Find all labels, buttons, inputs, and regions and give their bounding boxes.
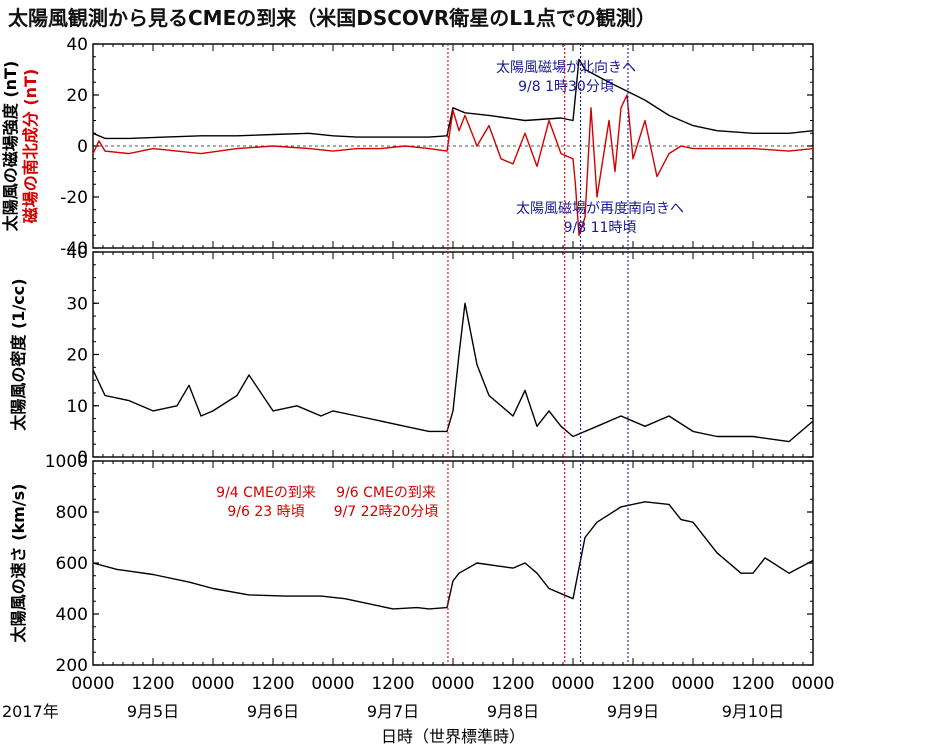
y-axis-label-red: 磁場の南北成分 (nT) [21,69,40,224]
y-tick-label: 200 [56,656,88,676]
series-line-0-1 [92,94,814,237]
y-tick-label: 20 [66,86,88,106]
annotation: 9/4 CMEの到来 [216,485,316,501]
y-tick-label: 800 [56,503,88,523]
x-tick-label: 0000 [671,674,714,694]
x-tick-label: 0000 [311,674,354,694]
y-tick-label: 40 [66,35,88,55]
y-tick-label: 0 [77,137,88,157]
x-tick-label: 1200 [251,674,294,694]
x-tick-label: 1200 [611,674,654,694]
panel-frame [92,460,814,666]
y-tick-label: 600 [56,554,88,574]
x-tick-label: 0000 [551,674,594,694]
x-axis-title: 日時（世界標準時） [381,727,525,746]
y-tick-label: -40 [60,239,88,259]
date-label: 9月10日 [722,702,785,721]
annotation: 9/7 22時20分頃 [334,504,439,520]
series-line-1-0 [92,302,814,443]
y-tick-label: 30 [66,294,88,314]
y-tick-label: 20 [66,346,88,366]
date-label: 9月7日 [367,702,419,721]
y-axis-label: 太陽風の磁場強度 (nT) [1,61,20,233]
x-tick-label: 1200 [131,674,174,694]
date-label: 9月6日 [247,702,299,721]
date-label: 9月5日 [127,702,179,721]
y-tick-label: 10 [66,397,88,417]
y-axis-label: 太陽風の速さ (km/s) [9,484,28,644]
y-tick-label: 1000 [45,452,88,472]
y-tick-label: 400 [56,605,88,625]
x-tick-label: 0000 [71,674,114,694]
x-tick-label: 1200 [371,674,414,694]
annotation: 9/8 1時30分頃 [518,79,614,95]
annotation: 太陽風磁場が再度南向きへ [516,201,684,217]
date-label: 9月8日 [487,702,539,721]
y-tick-label: -20 [60,188,88,208]
y-tick-label: 40 [66,243,88,263]
annotation: 9/6 23 時頃 [227,504,304,520]
series-line-2-0 [92,501,814,610]
year-label: 2017年 [2,702,59,721]
series-line-0-0 [92,58,814,140]
date-label: 9月9日 [607,702,659,721]
annotation: 9/8 11時頃 [564,220,637,236]
chart-title: 太陽風観測から見るCMEの到来（米国DSCOVR衛星のL1点での観測） [8,6,656,30]
annotation: 太陽風磁場が北向きへ [496,60,636,76]
y-axis-label: 太陽風の密度 (1/cc) [9,278,28,431]
x-tick-label: 0000 [431,674,474,694]
annotation: 9/6 CMEの到来 [336,485,436,501]
x-tick-label: 1200 [731,674,774,694]
panel-frame [92,251,814,458]
x-tick-label: 0000 [791,674,834,694]
x-tick-label: 0000 [191,674,234,694]
y-tick-label: 0 [77,448,88,468]
x-tick-label: 1200 [491,674,534,694]
